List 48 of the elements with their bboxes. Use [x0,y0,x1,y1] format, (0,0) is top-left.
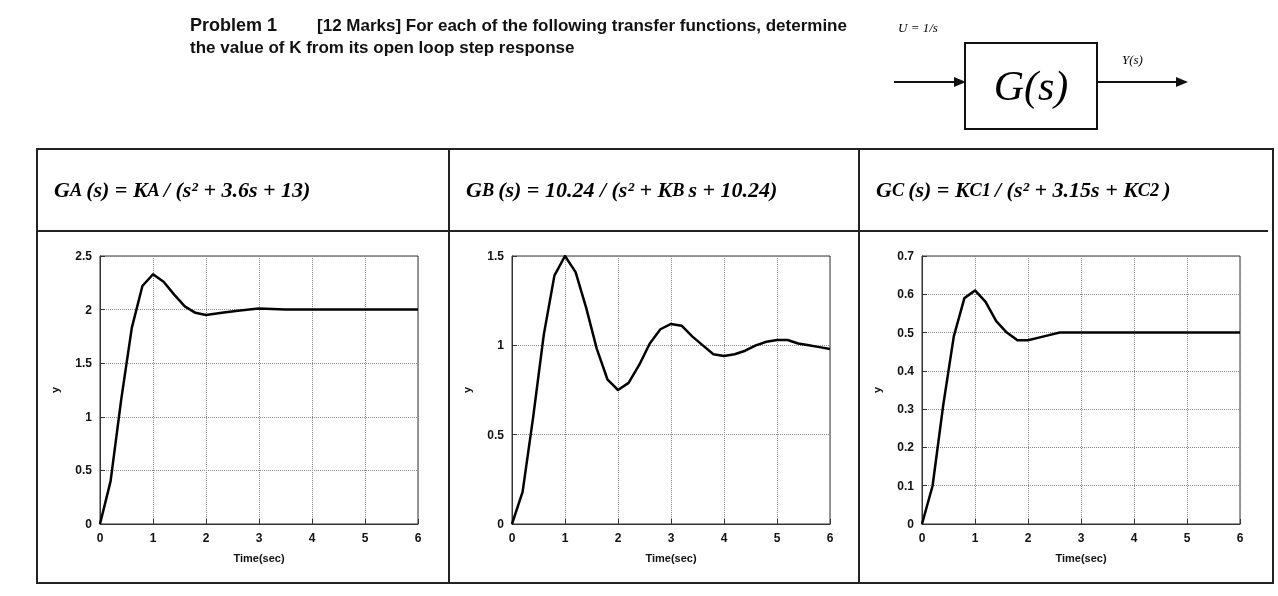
x-tick-label: 2 [614,531,622,545]
y-tick-label: 0 [907,517,915,531]
text: Problem 1 [190,15,278,35]
y-tick-label: 1.5 [487,249,505,263]
text: U = 1/s [898,20,938,36]
x-axis-title: Time(sec) [645,551,697,564]
x-tick-label: 2 [1024,531,1032,545]
x-tick-label: 5 [361,531,369,545]
y-tick-label: 0.1 [897,478,915,493]
y-axis-title: y [870,386,883,394]
x-tick-label: 1 [561,531,569,545]
x-tick-label: 5 [1183,531,1191,545]
x-tick-label: 2 [202,531,210,545]
x-tick-label: 6 [414,531,422,545]
x-tick-label: 3 [255,531,263,545]
x-tick-label: 4 [308,531,316,545]
x-tick-label: 3 [667,531,675,545]
y-tick-label: 1 [497,338,505,353]
y-axis-title: y [48,386,61,394]
x-axis-title: Time(sec) [233,551,285,564]
text: Y(s) [1122,52,1143,68]
y-tick-label: 2.5 [75,249,93,263]
y-tick-label: 0.6 [897,287,915,302]
x-tick-label: 5 [773,531,781,545]
x-tick-label: 6 [826,531,834,545]
x-tick-label: 0 [918,531,926,545]
y-axis-title: y [460,386,473,394]
y-tick-label: 0 [85,517,93,531]
x-tick-label: 0 [96,531,104,545]
y-tick-label: 1.5 [75,356,93,371]
y-tick-label: 0.5 [897,325,915,340]
y-tick-label: 0 [497,517,505,531]
y-tick-label: 1 [85,409,93,424]
x-tick-label: 3 [1077,531,1085,545]
y-tick-label: 0.2 [897,440,915,455]
y-tick-label: 0.5 [75,463,93,478]
x-tick-label: 6 [1236,531,1244,545]
x-tick-label: 1 [971,531,979,545]
x-tick-label: 4 [720,531,728,545]
y-tick-label: 2 [85,302,93,317]
x-tick-label: 0 [508,531,516,545]
y-tick-label: 0.7 [897,249,915,263]
x-tick-label: 4 [1130,531,1138,545]
y-tick-label: 0.5 [487,427,505,442]
x-tick-label: 1 [149,531,157,545]
y-tick-label: 0.4 [897,363,915,378]
x-axis-title: Time(sec) [1055,551,1107,564]
y-tick-label: 0.3 [897,402,915,417]
